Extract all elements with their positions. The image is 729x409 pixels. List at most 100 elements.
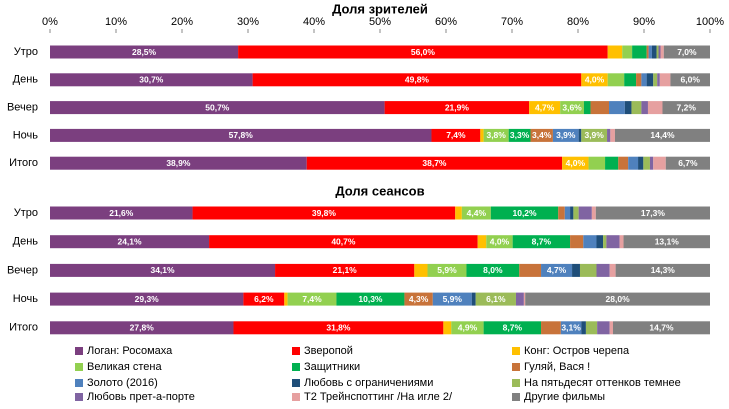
value-label: 27,8% <box>130 323 155 333</box>
bar-segment <box>618 156 629 170</box>
bar-segment <box>591 206 596 220</box>
value-label: 6,1% <box>486 294 506 304</box>
y-tick-label: Ночь <box>13 129 39 141</box>
y-tick-label: Вечер <box>7 264 38 276</box>
bar-segment <box>50 206 193 220</box>
bar-segment <box>648 45 652 59</box>
bar-segment <box>609 263 616 277</box>
value-label: 3,9% <box>556 130 576 140</box>
value-label: 10,2% <box>512 208 537 218</box>
x-tick-label: 50% <box>369 16 391 28</box>
value-label: 28,0% <box>606 294 631 304</box>
bar-segment <box>50 73 253 87</box>
bar-segment <box>490 206 559 220</box>
bar-segment <box>662 101 710 115</box>
bar-segment <box>596 235 604 249</box>
bar-segment <box>581 321 586 335</box>
value-label: 50,7% <box>205 102 230 112</box>
value-label: 39,8% <box>312 208 337 218</box>
legend-swatch <box>512 363 520 371</box>
bar-segment <box>50 321 234 335</box>
value-label: 4,9% <box>458 323 478 333</box>
value-label: 57,8% <box>229 130 254 140</box>
bar-segment <box>461 206 491 220</box>
value-label: 7,4% <box>302 294 322 304</box>
bar-segment <box>455 206 462 220</box>
bar-segment <box>50 156 307 170</box>
bar-segment <box>638 156 644 170</box>
bar-segment <box>656 45 659 59</box>
bar-segment <box>622 45 633 59</box>
legend-swatch <box>75 363 83 371</box>
bar-segment <box>585 321 598 335</box>
x-tick-label: 70% <box>501 16 523 28</box>
value-label: 7,2% <box>677 102 697 112</box>
value-label: 6,0% <box>681 75 701 85</box>
value-label: 5,9% <box>443 294 463 304</box>
bar-segment <box>624 101 632 115</box>
legend-swatch <box>75 393 83 401</box>
bar-segment <box>623 235 710 249</box>
value-label: 4,7% <box>535 102 555 112</box>
bar-segment <box>209 235 478 249</box>
value-label: 14,3% <box>651 265 676 275</box>
legend-label: Любовь с ограничениями <box>304 377 433 389</box>
value-label: 31,8% <box>326 323 351 333</box>
bar-segment <box>466 263 520 277</box>
x-tick-label: 10% <box>105 16 127 28</box>
x-tick-label: 0% <box>42 16 58 28</box>
bar-segment <box>508 128 531 142</box>
value-label: 8,0% <box>483 265 503 275</box>
value-label: 17,3% <box>641 208 666 218</box>
legend-label: Конг: Остров черепа <box>524 345 630 357</box>
value-label: 30,7% <box>139 75 164 85</box>
bar-segment <box>50 235 210 249</box>
bar-segment <box>486 235 513 249</box>
bar-segment <box>583 235 597 249</box>
bar-segment <box>609 321 613 335</box>
bar-segment <box>50 45 239 59</box>
y-tick-label: Утро <box>14 207 38 219</box>
bar-segment <box>651 45 657 59</box>
bar-segment <box>631 101 642 115</box>
x-tick-label: 30% <box>237 16 259 28</box>
y-tick-label: Утро <box>14 46 38 58</box>
bar-segment <box>588 156 606 170</box>
legend-label: Гуляй, Вася ! <box>524 361 590 373</box>
value-label: 49,8% <box>405 75 430 85</box>
value-label: 7,0% <box>677 47 697 57</box>
value-label: 8,7% <box>503 323 523 333</box>
bar-segment <box>595 206 710 220</box>
bar-segment <box>451 321 484 335</box>
value-label: 6,7% <box>678 158 698 168</box>
value-label: 13,1% <box>655 236 680 246</box>
bar-segment <box>552 128 579 142</box>
legend-swatch <box>292 393 300 401</box>
bar-segment <box>50 128 432 142</box>
value-label: 24,1% <box>117 236 142 246</box>
bar-segment <box>646 73 654 87</box>
value-label: 56,0% <box>411 47 436 57</box>
bar-segment <box>581 128 608 142</box>
bar-segment <box>612 321 710 335</box>
bar-segment <box>632 45 647 59</box>
bar-segment <box>541 263 573 277</box>
bar-segment <box>578 128 582 142</box>
legend-swatch <box>292 379 300 387</box>
bar-segment <box>659 73 671 87</box>
value-label: 40,7% <box>331 236 356 246</box>
bar-segment <box>443 321 452 335</box>
bar-segment <box>275 263 415 277</box>
bar-segment <box>512 235 571 249</box>
bar-segment <box>653 156 666 170</box>
value-label: 4,0% <box>566 158 586 168</box>
bar-segment <box>519 263 542 277</box>
bar-segment <box>192 206 456 220</box>
bar-segment <box>605 156 619 170</box>
bar-segment <box>570 206 574 220</box>
bar-segment <box>657 73 660 87</box>
value-label: 10,3% <box>358 294 383 304</box>
y-tick-label: День <box>13 236 39 248</box>
value-label: 4,4% <box>467 208 487 218</box>
